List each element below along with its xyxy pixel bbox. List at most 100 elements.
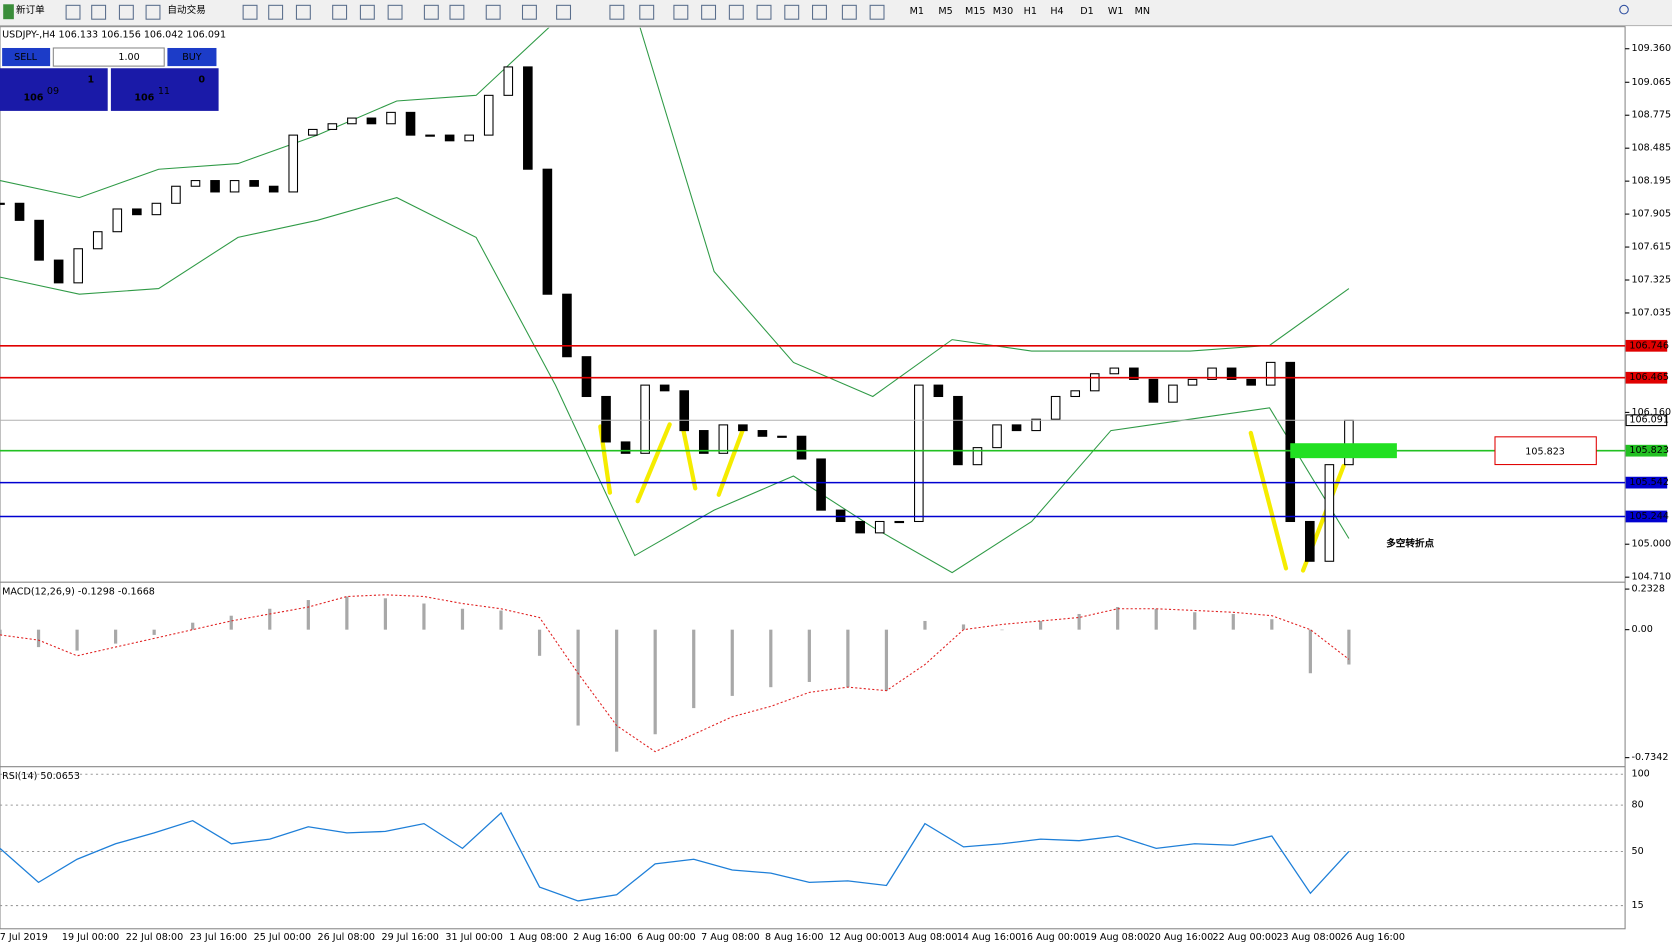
y-tick-label: 108.195 <box>1631 176 1671 187</box>
tool-icon[interactable] <box>869 4 885 20</box>
candle <box>992 424 1002 449</box>
macd-bar <box>653 629 657 735</box>
candle <box>307 128 318 136</box>
candle <box>659 384 670 392</box>
bollinger-band <box>0 27 1350 398</box>
candle <box>92 231 103 250</box>
symbol-header: USDJPY-,H4 106.133 106.156 106.042 106.0… <box>2 30 226 41</box>
candle <box>327 123 338 130</box>
candle <box>0 202 5 205</box>
tool-icon[interactable] <box>521 4 537 20</box>
buy-button[interactable] <box>167 47 217 67</box>
tool-icon[interactable] <box>65 4 81 20</box>
toolbar <box>0 0 1672 26</box>
tool-icon[interactable] <box>841 4 857 20</box>
tool-icon[interactable] <box>812 4 827 20</box>
candle <box>1070 390 1081 398</box>
timeframe-button[interactable]: M30 <box>993 6 1013 17</box>
tool-icon[interactable] <box>728 4 744 20</box>
candle <box>562 293 572 358</box>
macd-bar <box>36 629 41 648</box>
candle <box>777 435 787 438</box>
timeframe-button[interactable]: MN <box>1135 6 1150 17</box>
macd-bar <box>846 629 850 688</box>
time-label: 13 Aug 08:00 <box>893 932 958 943</box>
bollinger-band <box>0 197 1350 574</box>
candle <box>1246 378 1256 386</box>
tool-icon[interactable] <box>145 4 161 20</box>
timeframe-button[interactable]: H1 <box>1024 6 1037 17</box>
tool-icon[interactable] <box>701 4 717 20</box>
candle <box>112 208 123 233</box>
tool-icon[interactable] <box>91 4 107 20</box>
price-pane <box>0 27 1354 574</box>
macd-bar <box>807 629 811 682</box>
tool-icon[interactable] <box>242 4 258 20</box>
candle <box>1187 378 1198 386</box>
timeframe-button[interactable]: M1 <box>910 6 924 17</box>
macd-bar <box>615 629 619 752</box>
macd-bar <box>306 600 310 630</box>
tool-icon[interactable] <box>485 4 501 20</box>
candle <box>816 458 826 511</box>
tool-icon[interactable] <box>673 4 689 20</box>
tool-icon[interactable] <box>423 4 439 20</box>
sell-button[interactable] <box>2 47 51 67</box>
candle <box>1226 367 1237 380</box>
time-label: 6 Aug 00:00 <box>637 932 696 943</box>
timeframe-button[interactable]: D1 <box>1080 6 1093 17</box>
level-label-box <box>1625 414 1668 427</box>
timeframe-button[interactable]: M5 <box>938 6 952 17</box>
lot-input[interactable] <box>52 47 165 67</box>
tool-icon[interactable] <box>387 4 403 20</box>
candle <box>268 185 279 193</box>
bid-box[interactable] <box>0 68 108 111</box>
level-label: 106.465 <box>1629 372 1669 383</box>
macd-bar <box>1270 619 1274 630</box>
sell-label[interactable]: SELL <box>14 52 37 63</box>
timeframe-button[interactable]: M15 <box>965 6 985 17</box>
macd-bar <box>1116 607 1120 630</box>
time-label: 12 Aug 00:00 <box>829 932 894 943</box>
macd-bar <box>345 596 349 630</box>
tool-icon[interactable] <box>118 4 134 20</box>
time-label: 7 Aug 08:00 <box>701 932 760 943</box>
candle <box>1305 520 1315 562</box>
tool-icon[interactable] <box>639 4 655 20</box>
level-label-box <box>1625 371 1668 384</box>
tool-icon[interactable] <box>449 4 465 20</box>
candle <box>210 180 220 193</box>
timeframe-button[interactable]: H4 <box>1050 6 1063 17</box>
y-tick-label: 108.485 <box>1631 143 1671 154</box>
ask-box[interactable] <box>110 68 219 111</box>
candle <box>640 384 650 454</box>
time-label: 14 Aug 16:00 <box>957 932 1022 943</box>
tool-icon[interactable] <box>784 4 800 20</box>
time-label: 16 Aug 00:00 <box>1021 932 1086 943</box>
trend-stroke <box>1248 430 1289 571</box>
candle <box>620 441 631 454</box>
auto-trading-button[interactable]: 自动交易 <box>167 4 205 16</box>
tool-icon[interactable] <box>756 4 772 20</box>
candle <box>425 134 435 137</box>
search-icon[interactable] <box>1619 4 1629 15</box>
tool-icon[interactable] <box>609 4 625 20</box>
tool-icon[interactable] <box>359 4 375 20</box>
candle <box>1148 378 1159 403</box>
tool-icon[interactable] <box>268 4 284 20</box>
macd-bar <box>961 624 966 630</box>
tool-icon[interactable] <box>295 4 311 20</box>
time-label: 2 Aug 16:00 <box>573 932 632 943</box>
tool-icon[interactable] <box>556 4 572 20</box>
new-order-button[interactable]: 新订单 <box>16 4 45 16</box>
ask-big-figure: 106 <box>134 93 154 104</box>
buy-label[interactable]: BUY <box>182 52 202 63</box>
timeframe-button[interactable]: W1 <box>1108 6 1124 17</box>
level-label: 105.823 <box>1629 445 1669 456</box>
tool-icon[interactable] <box>332 4 348 20</box>
macd-bar <box>191 622 195 630</box>
candle <box>796 435 807 460</box>
lot-value[interactable]: 1.00 <box>118 52 139 63</box>
